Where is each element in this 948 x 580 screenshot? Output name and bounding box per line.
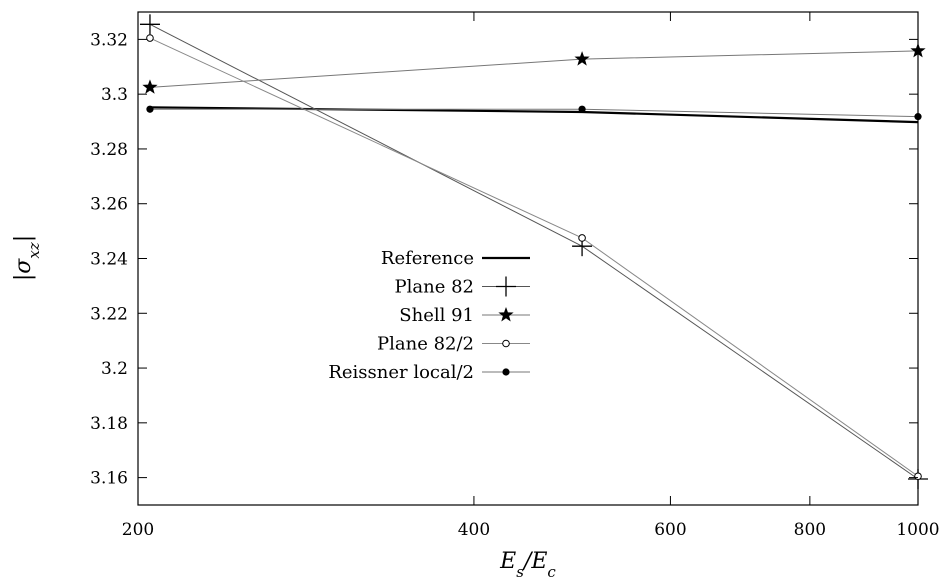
data-point (574, 51, 590, 66)
legend-marker (498, 307, 514, 322)
legend-entry: Plane 82/2 (377, 334, 530, 355)
series-2 (142, 42, 926, 94)
x-tick-label: 800 (794, 520, 826, 540)
y-axis-label: |σxz| (11, 235, 43, 281)
data-point (914, 113, 922, 121)
axis-ticks: 3.16 3.18 3.2 3.22 3.24 3.26 3.28 3.3 3.32 200 400… (90, 12, 940, 540)
legend-marker (502, 339, 510, 348)
legend-entry: Reference (381, 248, 530, 269)
y-tick-label: 3.3 (101, 85, 128, 105)
legend-label: Reissner local/2 (328, 362, 474, 383)
data-point (578, 234, 586, 242)
series-line (149, 50, 919, 88)
data-point (139, 14, 160, 35)
y-tick-label: 3.2 (101, 359, 128, 379)
y-tick-label: 3.22 (90, 304, 128, 324)
legend-entry: Plane 82 (395, 276, 530, 298)
legend-marker (496, 276, 516, 297)
legend-label: Shell 91 (399, 305, 474, 326)
y-tick-label: 3.26 (90, 195, 128, 215)
x-tick-label: 1000 (896, 520, 939, 540)
legend: Reference Plane 82 Shell 91 Plane 82/2 Reiss… (328, 248, 530, 383)
data-point (910, 42, 926, 58)
legend-marker (502, 368, 510, 376)
x-tick-label: 600 (654, 520, 686, 540)
series-line (149, 37, 919, 477)
legend-label: Reference (381, 248, 474, 269)
y-tick-label: 3.24 (90, 250, 128, 270)
x-tick-label: 400 (458, 520, 490, 540)
data-point (146, 105, 154, 113)
y-tick-label: 3.16 (90, 469, 128, 489)
data-point (142, 79, 158, 94)
data-point (146, 34, 154, 42)
series-layer (139, 14, 928, 489)
data-point (914, 472, 922, 481)
y-tick-label: 3.32 (90, 30, 128, 50)
legend-entry: Reissner local/2 (328, 362, 530, 383)
legend-label: Plane 82 (395, 277, 474, 298)
series-line (149, 108, 919, 118)
x-axis-label: Es/Ec (499, 549, 556, 580)
series-line (149, 23, 919, 480)
data-point (578, 105, 586, 113)
series-4 (146, 105, 922, 121)
y-tick-label: 3.18 (90, 414, 128, 434)
series-3 (146, 34, 922, 481)
x-tick-label: 200 (122, 520, 154, 540)
series-1 (139, 14, 928, 489)
legend-label: Plane 82/2 (377, 334, 474, 355)
legend-entry: Shell 91 (399, 305, 530, 326)
y-tick-label: 3.28 (90, 140, 128, 160)
